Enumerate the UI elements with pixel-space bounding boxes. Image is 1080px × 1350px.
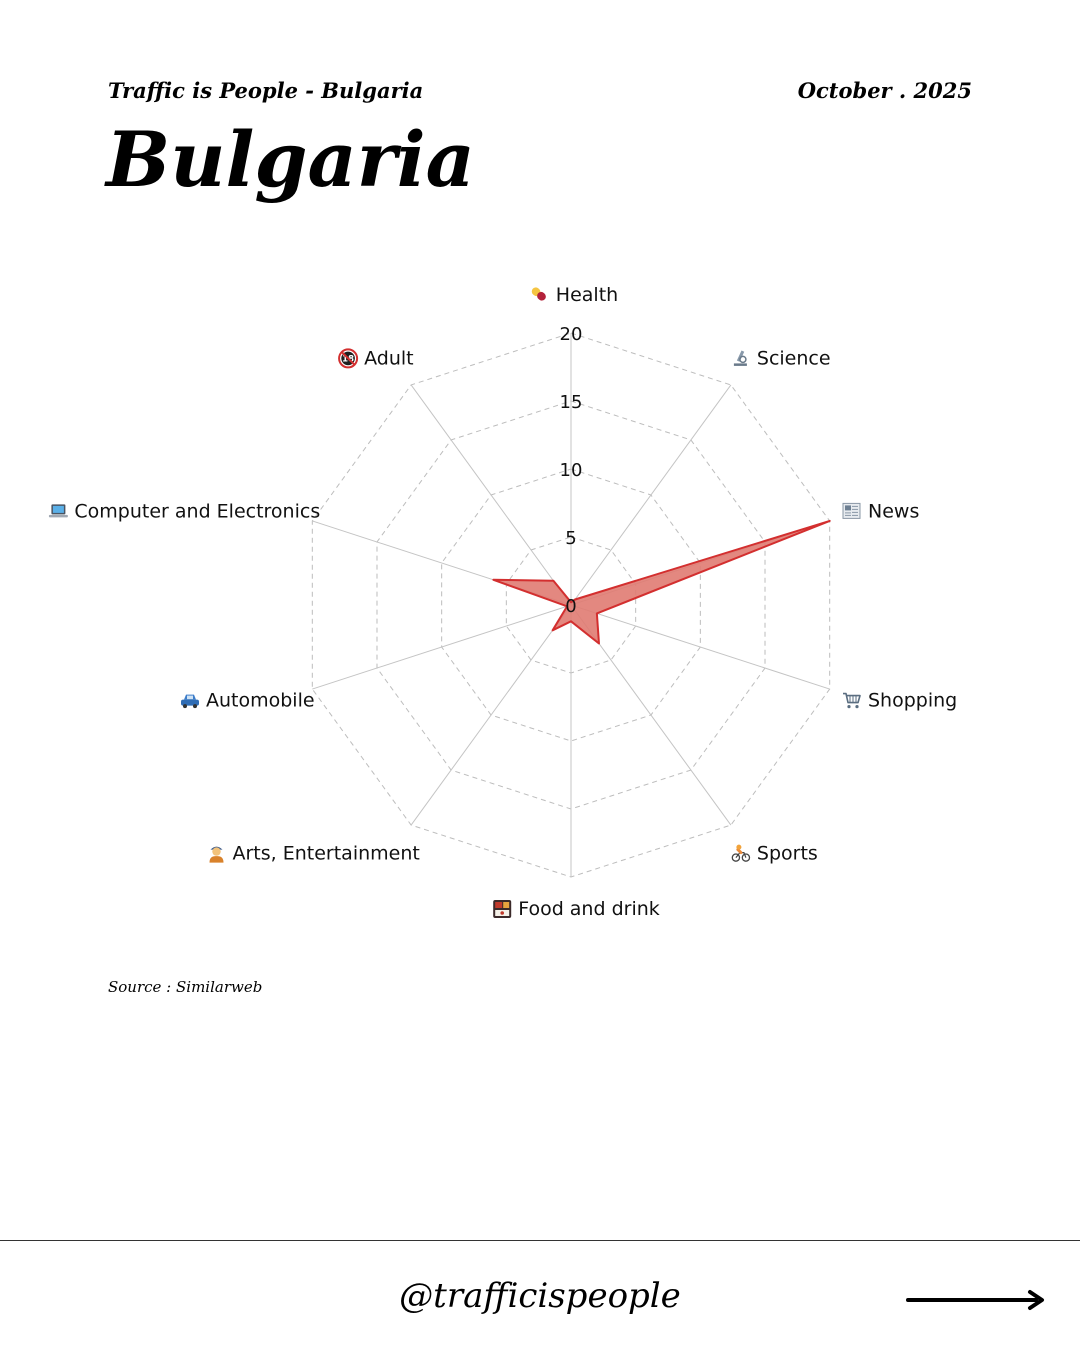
no-under-18-icon: 18 <box>338 348 359 369</box>
category-label-text: Automobile <box>206 690 315 712</box>
category-label-text: Computer and Electronics <box>74 500 320 522</box>
category-label: Arts, Entertainment <box>209 843 420 865</box>
footer-divider <box>0 1240 1080 1241</box>
category-label: Shopping <box>843 690 957 712</box>
category-label-text: Sports <box>757 843 818 865</box>
series-title: Traffic is People - Bulgaria <box>108 78 424 103</box>
newspaper-icon <box>842 502 861 519</box>
category-label-text: Arts, Entertainment <box>233 843 420 865</box>
radial-tick-label: 20 <box>560 324 583 345</box>
radial-tick-label: 15 <box>560 392 583 413</box>
category-label-text: Adult <box>364 347 414 369</box>
radial-tick-label: 0 <box>565 596 576 617</box>
category-label-text: News <box>868 500 919 522</box>
arrow-right-icon[interactable] <box>906 1288 1050 1312</box>
category-label: Computer and Electronics <box>48 500 320 522</box>
source-note: Source : Similarweb <box>108 978 263 996</box>
category-label: Automobile <box>181 690 315 712</box>
laptop-icon <box>48 504 68 518</box>
microscope-icon <box>733 350 747 366</box>
axis-spoke <box>410 384 572 606</box>
category-label: Science <box>733 347 831 369</box>
category-label-text: Food and drink <box>518 898 660 920</box>
category-label-text: Science <box>757 347 831 369</box>
category-label: News <box>842 500 919 522</box>
axis-spoke <box>570 604 830 690</box>
artist-icon <box>209 846 224 863</box>
pill-icon <box>531 287 546 301</box>
axis-spoke <box>570 384 732 606</box>
radial-tick-label: 10 <box>560 460 583 481</box>
radial-tick-label: 5 <box>565 528 576 549</box>
shopping-cart-icon <box>843 692 861 709</box>
car-icon <box>181 694 199 709</box>
category-label: Food and drink <box>493 898 660 920</box>
category-label: Health <box>531 284 618 306</box>
cyclist-icon <box>731 844 751 862</box>
category-label: Sports <box>731 843 818 865</box>
category-label-text: Shopping <box>868 690 957 712</box>
page-title: Bulgaria <box>106 115 475 204</box>
data-series-area <box>492 519 831 645</box>
bento-box-icon <box>493 900 512 918</box>
axis-spoke <box>410 604 572 826</box>
radar-chart: 0 5 10 15 20 Health Science News Shopping Sports… <box>48 284 957 920</box>
axis-spoke <box>312 604 572 690</box>
report-date: October . 2025 <box>797 78 972 103</box>
social-handle: @trafficispeople <box>399 1276 681 1316</box>
category-label-text: Health <box>556 284 618 306</box>
category-label: 18Adult <box>338 347 414 369</box>
